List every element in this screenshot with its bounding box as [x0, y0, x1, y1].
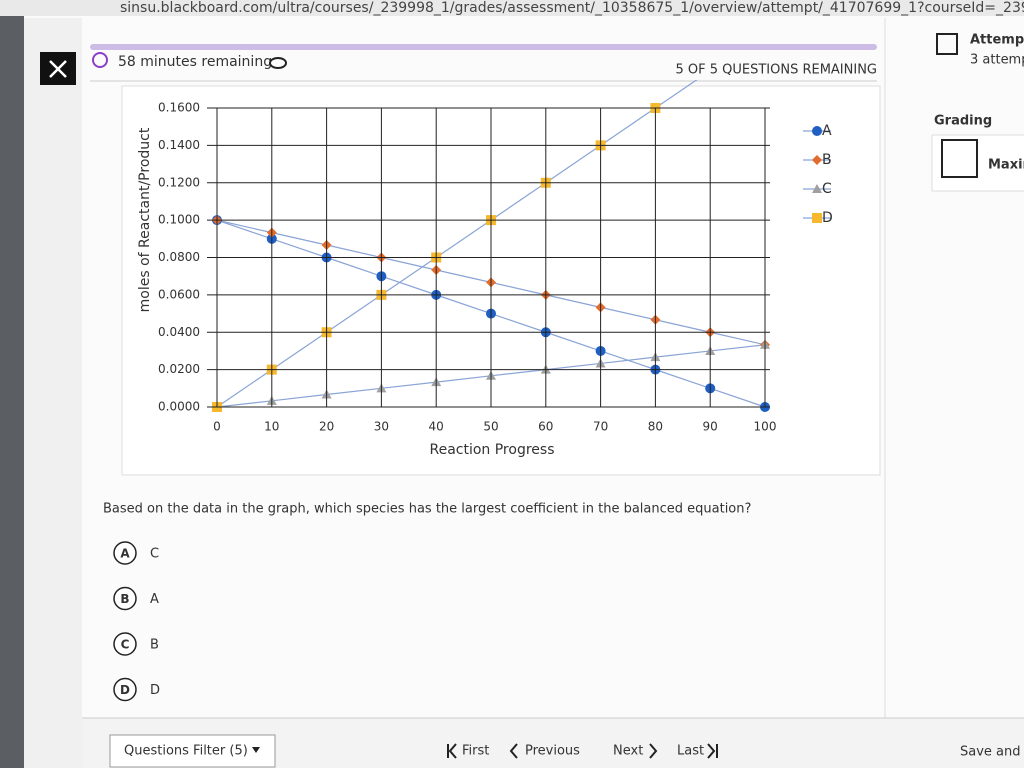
x-tick-label: 30 [374, 420, 389, 434]
option-radio[interactable] [113, 586, 137, 611]
x-tick-label: 60 [538, 420, 553, 434]
marker [812, 184, 822, 193]
y-tick-label: 0.0800 [158, 250, 200, 264]
option-letter: B [120, 592, 129, 606]
x-tick-label: 10 [264, 420, 279, 434]
last-icon [707, 743, 718, 759]
y-tick-label: 0.1600 [158, 101, 200, 115]
option-letter: C [121, 638, 130, 652]
previous-icon [509, 743, 518, 759]
grading: Grading [934, 114, 992, 129]
max-score: Maxir [988, 158, 1024, 173]
url: sinsu.blackboard.com/ultra/courses/_2399… [120, 0, 1024, 16]
x-axis-label: Reaction Progress [429, 442, 554, 458]
chart-frame [121, 85, 881, 476]
progress-bar [90, 44, 877, 50]
option-radio[interactable] [113, 677, 137, 702]
save[interactable]: Save and C [960, 745, 1024, 760]
last[interactable]: Last [677, 744, 704, 759]
marker [812, 126, 822, 136]
filter-button[interactable] [109, 734, 276, 768]
previous[interactable]: Previous [525, 744, 580, 759]
y-tick-label: 0.0400 [158, 325, 200, 339]
grading-icon [941, 139, 978, 178]
x-tick-label: 40 [429, 420, 444, 434]
filter-label[interactable]: Questions Filter (5) [124, 744, 248, 759]
first[interactable]: First [462, 744, 489, 759]
option-letter: D [120, 683, 130, 697]
question-text: Based on the data in the graph, which sp… [103, 502, 751, 517]
legend-label: C [822, 181, 832, 197]
x-tick-label: 20 [319, 420, 334, 434]
legend-label: B [822, 152, 832, 168]
option-text[interactable]: C [150, 547, 159, 562]
attempt-icon [936, 33, 958, 55]
close-icon [49, 60, 67, 78]
y-axis-label: moles of Reactant/Product [137, 127, 153, 312]
url-bar [0, 0, 1024, 16]
next-icon [649, 743, 658, 759]
x-tick-label: 90 [703, 420, 718, 434]
x-tick-label: 100 [754, 420, 777, 434]
x-tick-label: 0 [213, 420, 221, 434]
attempts: 3 attemp [970, 53, 1024, 68]
left-rail [0, 0, 24, 768]
dropdown-arrow [252, 747, 260, 753]
y-tick-label: 0.0000 [158, 400, 200, 414]
x-tick-label: 80 [648, 420, 663, 434]
progress-text: 5 OF 5 QUESTIONS REMAINING [675, 63, 877, 78]
first-icon [447, 743, 457, 759]
left-gutter [24, 18, 82, 768]
option-letter: A [120, 547, 130, 561]
option-radio[interactable] [113, 541, 137, 565]
marker [812, 213, 822, 223]
option-text[interactable]: D [150, 683, 160, 698]
option-radio[interactable] [113, 632, 137, 656]
y-tick-label: 0.0600 [158, 287, 200, 301]
legend-label: D [822, 210, 833, 226]
y-tick-label: 0.0200 [158, 362, 200, 376]
timer: 58 minutes remaining [118, 54, 272, 70]
x-tick-label: 50 [483, 420, 498, 434]
next[interactable]: Next [613, 744, 643, 759]
option-text[interactable]: B [150, 638, 159, 653]
marker [812, 155, 822, 165]
option-text[interactable]: A [150, 592, 159, 607]
y-tick-label: 0.1400 [158, 138, 200, 152]
y-tick-label: 0.1000 [158, 213, 200, 227]
attempt: Attempt [970, 33, 1024, 48]
timer-icon [92, 52, 108, 68]
x-tick-label: 70 [593, 420, 608, 434]
hide-icon[interactable] [269, 57, 287, 69]
legend-label: A [822, 123, 832, 139]
y-tick-label: 0.1200 [158, 175, 200, 189]
